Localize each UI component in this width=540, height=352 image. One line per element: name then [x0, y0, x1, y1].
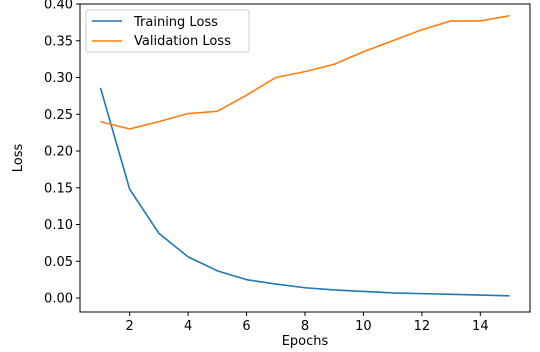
legend-box — [85, 9, 250, 53]
series-line-validation-loss — [100, 14, 510, 130]
series-line-training-loss — [99, 87, 510, 297]
x-axis-ticks: 2 4 6 8 10 12 14 — [126, 312, 489, 334]
y-tick-label: 0.20 — [44, 145, 73, 160]
series-layer — [99, 14, 510, 297]
x-tick-label: 14 — [472, 319, 489, 334]
y-tick-label: 0.25 — [44, 108, 73, 123]
x-tick-label: 12 — [414, 319, 431, 334]
y-axis-label: Loss — [11, 144, 26, 173]
y-tick-label: 0.10 — [44, 218, 73, 233]
legend: Training Loss Validation Loss — [85, 9, 250, 53]
x-tick-label: 4 — [184, 319, 192, 334]
y-tick-label: 0.35 — [44, 34, 73, 49]
legend-label-validation-loss: Validation Loss — [134, 34, 231, 49]
x-axis-label: Epochs — [282, 334, 329, 349]
y-tick-label: 0.05 — [44, 255, 73, 270]
y-tick-label: 0.15 — [44, 181, 73, 196]
legend-label-training-loss: Training Loss — [133, 15, 218, 30]
y-tick-label: 0.40 — [44, 0, 73, 13]
y-axis-ticks: 0.00 0.05 0.10 0.15 0.20 0.25 0.30 0.35 0.40 — [44, 0, 80, 307]
y-tick-label: 0.00 — [44, 292, 73, 307]
x-tick-label: 10 — [355, 319, 372, 334]
x-tick-label: 8 — [301, 319, 309, 334]
plot-area — [79, 3, 531, 313]
x-tick-label: 2 — [126, 319, 134, 334]
y-tick-label: 0.30 — [44, 71, 73, 86]
x-tick-label: 6 — [242, 319, 250, 334]
